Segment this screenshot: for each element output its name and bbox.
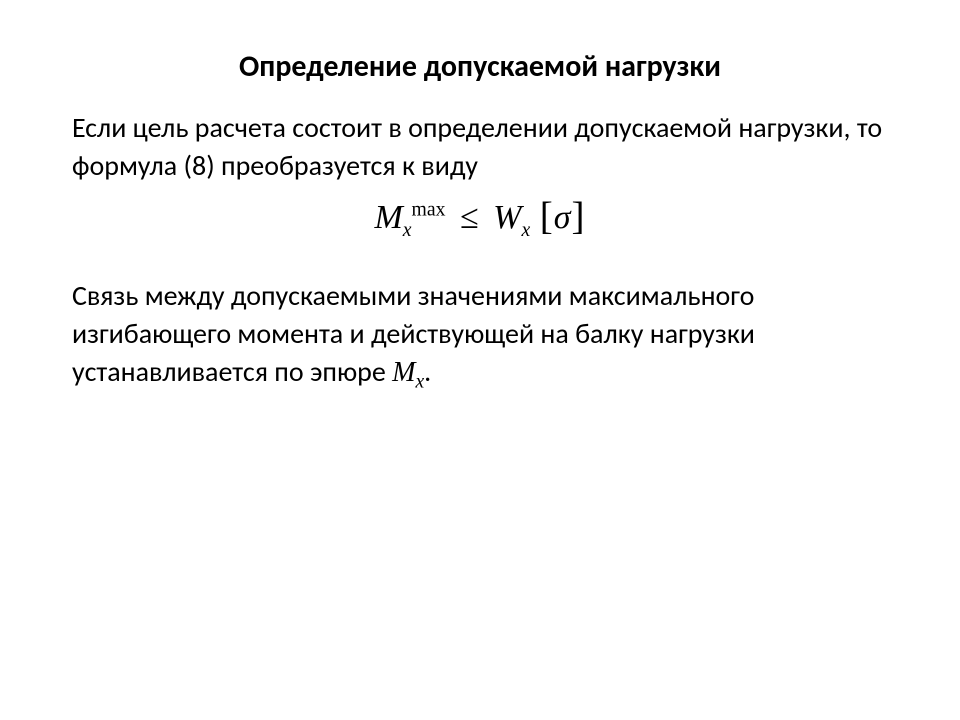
para2-post: . bbox=[424, 354, 431, 389]
formula-M: M bbox=[374, 199, 402, 236]
formula-block: Mxmax ≤ Wx [σ] bbox=[72, 193, 888, 242]
mx-M: M bbox=[392, 357, 415, 388]
formula: Mxmax ≤ Wx [σ] bbox=[374, 193, 585, 242]
formula-leq: ≤ bbox=[454, 199, 485, 236]
mx-sub: x bbox=[415, 372, 424, 393]
formula-W-sub: x bbox=[521, 218, 530, 240]
formula-sigma: σ bbox=[554, 199, 571, 236]
mx-symbol: Mx bbox=[392, 357, 424, 388]
second-paragraph: Связь между допускаемыми значениями макс… bbox=[72, 277, 888, 396]
page-title: Определение допускаемой нагрузки bbox=[72, 48, 888, 85]
formula-lbracket: [ bbox=[539, 195, 554, 238]
formula-M-sup: max bbox=[412, 198, 446, 220]
formula-W: W bbox=[493, 199, 521, 236]
formula-rbracket: ] bbox=[571, 195, 586, 238]
formula-M-sub: x bbox=[403, 218, 412, 240]
intro-paragraph: Если цель расчета состоит в определении … bbox=[72, 109, 888, 185]
slide-page: Определение допускаемой нагрузки Если це… bbox=[0, 0, 960, 720]
